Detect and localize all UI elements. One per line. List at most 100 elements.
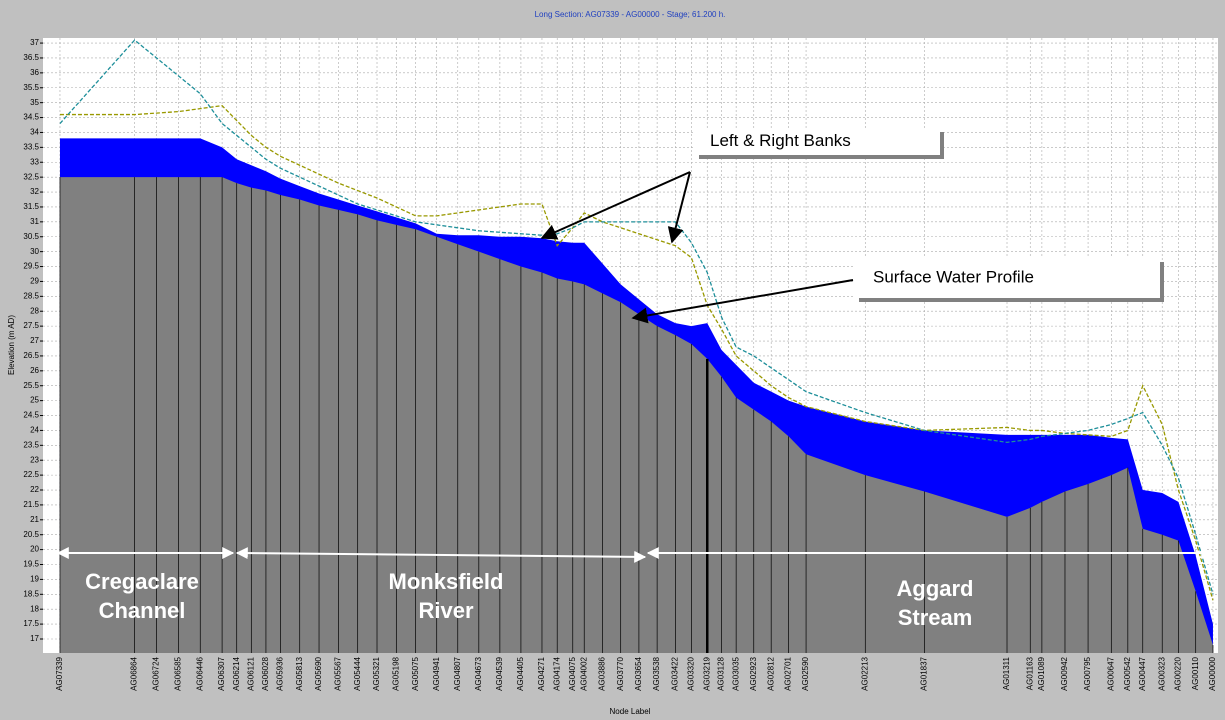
y-tick-label: 22.5 [23, 470, 39, 479]
x-tick-label: AG05444 [353, 656, 362, 690]
reach-label: Monksfield [389, 569, 504, 594]
x-tick-label: AG00000 [1208, 656, 1217, 690]
y-tick-label: 28.5 [23, 291, 39, 300]
y-tick-label: 18 [30, 604, 39, 613]
y-tick-label: 20 [30, 545, 39, 554]
x-tick-label: AG03422 [670, 656, 679, 690]
y-tick-label: 22 [30, 485, 39, 494]
x-tick-label: AG01163 [1025, 656, 1034, 690]
x-tick-label: AG02590 [801, 656, 810, 690]
y-tick-label: 35.5 [23, 83, 39, 92]
x-tick-label: AG04075 [568, 656, 577, 690]
x-tick-label: AG00942 [1060, 656, 1069, 690]
x-tick-label: AG04271 [537, 656, 546, 690]
y-tick-label: 28 [30, 306, 39, 315]
y-tick-label: 32.5 [23, 172, 39, 181]
reach-label: Stream [898, 605, 973, 630]
y-tick-label: 24.5 [23, 411, 39, 420]
y-tick-label: 31.5 [23, 202, 39, 211]
y-tick-label: 32 [30, 187, 39, 196]
reach-label: Cregaclare [85, 569, 199, 594]
bank-line [59, 104, 1214, 601]
chart-title: Long Section: AG07339 - AG00000 - Stage;… [535, 10, 726, 19]
y-axis-label: Elevation (m AD) [7, 315, 16, 375]
annotation-arrow [631, 279, 854, 324]
reach-label: Aggard [897, 576, 974, 601]
x-tick-label: AG06121 [246, 656, 255, 690]
y-tick-label: 26 [30, 366, 39, 375]
x-tick-label: AG06446 [195, 656, 204, 690]
x-tick-label: AG00542 [1123, 656, 1132, 690]
x-tick-label: AG01311 [1002, 656, 1011, 690]
x-tick-label: AG03035 [731, 656, 740, 690]
x-tick-label: AG04174 [552, 656, 561, 690]
y-tick-label: 17.5 [23, 619, 39, 628]
annotation-box [855, 258, 1160, 298]
x-tick-label: AG04941 [432, 656, 441, 690]
y-tick-label: 26.5 [23, 351, 39, 360]
y-tick-label: 33.5 [23, 142, 39, 151]
y-tick-label: 21 [30, 515, 39, 524]
x-tick-label: AG05321 [372, 656, 381, 690]
y-tick-label: 25.5 [23, 381, 39, 390]
y-tick-label: 35 [30, 98, 39, 107]
x-tick-label: AG01089 [1037, 656, 1046, 690]
x-tick-label: AG06214 [232, 656, 241, 690]
annotation-text: Surface Water Profile [873, 267, 1034, 286]
x-tick-label: AG02923 [749, 656, 758, 690]
y-tick-label: 23.5 [23, 440, 39, 449]
x-tick-label: AG00447 [1138, 656, 1147, 690]
x-tick-label: AG00323 [1157, 656, 1166, 690]
x-tick-label: AG06585 [174, 656, 183, 690]
x-axis-label: Node Label [610, 707, 651, 716]
y-tick-label: 33 [30, 157, 39, 166]
x-tick-label: AG07339 [55, 656, 64, 690]
y-tick-label: 34.5 [23, 113, 39, 122]
annotation-arrow [667, 171, 691, 244]
y-tick-label: 30.5 [23, 232, 39, 241]
x-tick-label: AG05075 [411, 656, 420, 690]
area [59, 177, 1213, 653]
x-tick-label: AG02812 [766, 656, 775, 690]
x-tick-label: AG03654 [634, 656, 643, 690]
x-tick-label: AG03219 [702, 656, 711, 690]
x-tick-label: AG03320 [686, 656, 695, 690]
annotation-arrow [540, 171, 691, 240]
reach-arrow [235, 547, 647, 563]
y-tick-label: 29.5 [23, 262, 39, 271]
x-tick-label: AG04673 [474, 656, 483, 690]
y-tick-label: 36.5 [23, 53, 39, 62]
x-tick-label: AG05936 [275, 656, 284, 690]
x-tick-label: AG04539 [495, 656, 504, 690]
y-tick-label: 27.5 [23, 321, 39, 330]
x-tick-label: AG03128 [717, 656, 726, 690]
x-tick-label: AG05567 [333, 656, 342, 690]
x-tick-label: AG06724 [152, 656, 161, 690]
y-tick-label: 37 [30, 38, 39, 47]
reach-label: Channel [99, 598, 186, 623]
x-tick-label: AG05690 [314, 656, 323, 690]
annotation-box [695, 128, 940, 155]
x-tick-label: AG02701 [784, 656, 793, 690]
y-tick-label: 30 [30, 247, 39, 256]
x-tick-label: AG03538 [652, 656, 661, 690]
reach-label: River [418, 598, 473, 623]
y-tick-label: 25 [30, 396, 39, 405]
x-tick-label: AG06028 [261, 656, 270, 690]
x-tick-label: AG05198 [391, 656, 400, 690]
y-tick-label: 24 [30, 426, 39, 435]
y-tick-label: 21.5 [23, 500, 39, 509]
y-tick-label: 29 [30, 277, 39, 286]
y-tick-label: 34 [30, 128, 39, 137]
y-tick-label: 36 [30, 68, 39, 77]
x-tick-label: AG04002 [579, 656, 588, 690]
y-tick-label: 19 [30, 575, 39, 584]
x-tick-label: AG06864 [130, 656, 139, 690]
x-tick-label: AG02213 [860, 656, 869, 690]
x-tick-label: AG04807 [453, 656, 462, 690]
x-tick-label: AG00647 [1106, 656, 1115, 690]
x-tick-label: AG03770 [616, 656, 625, 690]
x-tick-label: AG00110 [1191, 656, 1200, 690]
